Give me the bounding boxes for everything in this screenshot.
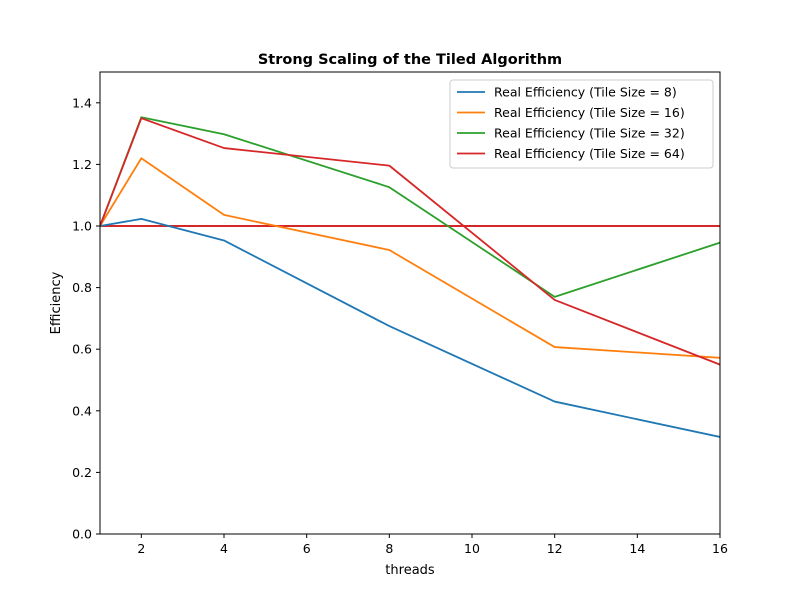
y-tick-label: 0.6 bbox=[72, 342, 92, 357]
y-tick-label: 0.2 bbox=[72, 465, 92, 480]
series-line-1 bbox=[100, 218, 720, 438]
chart-title: Strong Scaling of the Tiled Algorithm bbox=[258, 52, 562, 68]
legend-label-1: Real Efficiency (Tile Size = 8) bbox=[494, 85, 677, 100]
legend-box bbox=[449, 79, 714, 169]
y-tick-label: 1.2 bbox=[72, 157, 92, 172]
x-tick-label: 10 bbox=[464, 541, 480, 556]
legend: Real Efficiency (Tile Size = 8) Real Effi… bbox=[449, 79, 714, 169]
series-line-2 bbox=[100, 157, 720, 359]
x-tick-label: 16 bbox=[712, 541, 728, 556]
y-tick-label: 0.8 bbox=[72, 280, 92, 295]
x-tick-label: 8 bbox=[385, 541, 393, 556]
x-tick-label: 12 bbox=[547, 541, 563, 556]
legend-label-4: Real Efficiency (Tile Size = 64) bbox=[494, 146, 685, 161]
y-tick-label: 0.0 bbox=[72, 527, 92, 542]
x-axis-label: threads bbox=[385, 563, 435, 578]
y-axis-label: Efficiency bbox=[49, 271, 64, 334]
legend-label-2: Real Efficiency (Tile Size = 16) bbox=[494, 105, 685, 120]
legend-label-3: Real Efficiency (Tile Size = 32) bbox=[494, 126, 685, 141]
y-tick-label: 0.4 bbox=[72, 403, 92, 418]
series-line-4 bbox=[100, 117, 720, 366]
x-tick-label: 6 bbox=[303, 541, 311, 556]
y-tick-label: 1.4 bbox=[72, 95, 92, 110]
axes-frame bbox=[99, 71, 721, 535]
plot-area: 2 4 6 8 10 12 14 16 0.0 0.2 0.4 0.6 0.8 1.0 1.2 1.4 bbox=[72, 71, 728, 556]
x-tick-label: 4 bbox=[220, 541, 228, 556]
y-tick-label: 1.0 bbox=[72, 219, 92, 234]
x-tick-label: 14 bbox=[629, 541, 645, 556]
x-tick-label: 2 bbox=[137, 541, 145, 556]
